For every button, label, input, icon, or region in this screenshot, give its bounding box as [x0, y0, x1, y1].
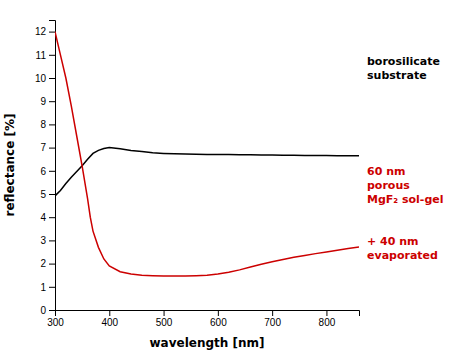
y-axis: 0123456789101112 — [35, 21, 56, 316]
tick: 7 — [40, 142, 55, 153]
tick: 600 — [210, 310, 227, 328]
tick: 6 — [40, 166, 55, 177]
annotation: MgF₂ sol-gel — [367, 193, 444, 206]
tick: 2 — [40, 258, 55, 269]
tick: 12 — [35, 26, 55, 37]
tick: 9 — [40, 96, 55, 107]
tick: 5 — [40, 189, 55, 200]
tick-mark — [49, 287, 55, 288]
tick-label: 3 — [40, 235, 46, 246]
tick-label: 400 — [101, 317, 118, 328]
tick-label: 1 — [40, 282, 46, 293]
tick: 700 — [264, 310, 281, 328]
x-axis: 300 400 500 600 700 800 — [47, 310, 359, 328]
tick-label: 6 — [40, 166, 46, 177]
tick-label: 10 — [35, 73, 47, 84]
tick: 400 — [101, 310, 118, 328]
tick-mark — [49, 148, 55, 149]
tick-mark — [49, 194, 55, 195]
tick: 500 — [156, 310, 173, 328]
tick-label: 11 — [36, 50, 47, 61]
tick-mark — [49, 171, 55, 172]
tick-label: 500 — [156, 317, 173, 328]
annotation: 60 nm — [367, 165, 405, 178]
chart: 3004005006007008000123456789101112wavele… — [0, 0, 474, 355]
annotation: + 40 nm — [367, 235, 418, 248]
annotation: evaporated — [367, 249, 438, 262]
tick-label: 800 — [319, 317, 336, 328]
tick-mark — [164, 310, 165, 316]
tick-mark — [49, 240, 55, 241]
tick: 10 — [35, 73, 55, 84]
tick-label: 2 — [40, 258, 46, 269]
annotation: porous — [367, 179, 410, 192]
y-axis-title: reflectance [%] — [3, 113, 17, 216]
x-axis-title: wavelength [nm] — [149, 336, 264, 350]
tick-label: 700 — [264, 317, 281, 328]
tick-label: 5 — [40, 189, 46, 200]
tick-mark — [218, 310, 219, 316]
tick-mark — [326, 310, 327, 316]
lines — [55, 32, 359, 276]
tick: 800 — [319, 310, 336, 328]
line — [55, 32, 359, 276]
tick-label: 8 — [40, 119, 46, 130]
tick-mark — [49, 217, 55, 218]
axis-line — [56, 311, 360, 317]
tick-mark — [49, 78, 55, 79]
annotations: borosilicatesubstrate 60 nmporousMgF₂ sol… — [367, 55, 444, 262]
plot: 3004005006007008000123456789101112 — [35, 21, 360, 329]
tick: 8 — [40, 119, 55, 130]
tick-label: 0 — [40, 305, 46, 316]
tick-label: 600 — [210, 317, 227, 328]
tick-mark — [49, 264, 55, 265]
axis-line — [49, 21, 56, 311]
tick-mark — [49, 124, 55, 125]
tick: 1 — [40, 282, 55, 293]
annotation: borosilicate — [367, 55, 440, 68]
tick-label: 12 — [35, 26, 47, 37]
annotation: substrate — [367, 69, 427, 82]
tick-mark — [109, 310, 110, 316]
tick-label: 4 — [40, 212, 46, 223]
tick: 300 — [47, 310, 64, 328]
tick-label: 7 — [40, 142, 46, 153]
tick-mark — [49, 310, 55, 311]
tick-mark — [49, 101, 55, 102]
tick-mark — [272, 310, 273, 316]
tick-label: 300 — [47, 317, 64, 328]
tick: 0 — [40, 305, 55, 316]
tick-mark — [49, 32, 55, 33]
tick: 11 — [36, 50, 55, 61]
line — [55, 148, 359, 196]
tick: 3 — [40, 235, 55, 246]
tick-label: 9 — [40, 96, 46, 107]
tick: 4 — [40, 212, 55, 223]
tick-mark — [49, 55, 55, 56]
